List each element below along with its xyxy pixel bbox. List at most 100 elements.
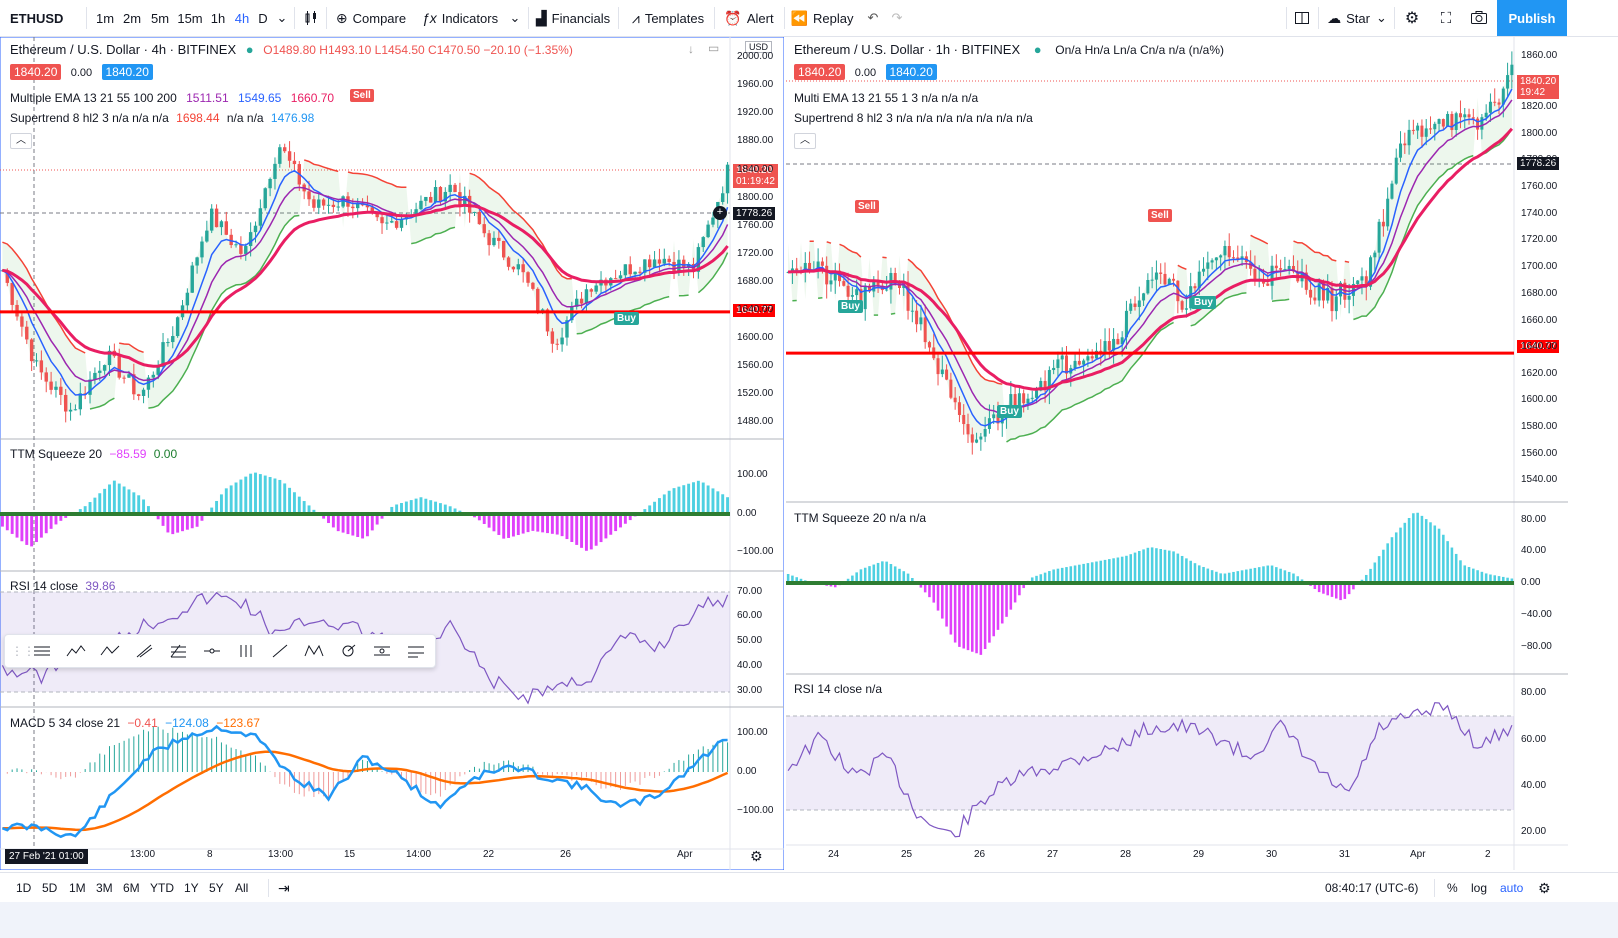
range-3m[interactable]: 3M bbox=[96, 881, 113, 895]
interval-1h[interactable]: 1h bbox=[210, 10, 226, 26]
candle-body bbox=[1150, 279, 1154, 281]
candle-body bbox=[560, 337, 564, 345]
bottom-panel-strip bbox=[0, 902, 1618, 938]
left-bid-badge[interactable]: 1840.20 bbox=[10, 64, 62, 80]
collapse-legend-chevron-icon[interactable]: ︿ bbox=[10, 133, 32, 149]
abc-pattern-icon[interactable] bbox=[93, 636, 127, 666]
horizontal-ray-icon[interactable] bbox=[195, 636, 229, 666]
supertrend-line bbox=[1190, 292, 1247, 327]
fib-retracement-icon[interactable] bbox=[161, 636, 195, 666]
candle-body bbox=[428, 196, 433, 203]
horizontal-lines-icon[interactable] bbox=[25, 636, 59, 666]
interval-15m[interactable]: 15m bbox=[177, 10, 203, 26]
ema-slow-line bbox=[2, 203, 729, 368]
candle-body bbox=[842, 281, 846, 286]
compare-button[interactable]: ⊕ Compare bbox=[330, 0, 412, 36]
auto-toggle[interactable]: auto bbox=[1500, 881, 1524, 895]
fullscreen-icon[interactable]: ⛶ bbox=[1440, 9, 1452, 27]
divider bbox=[714, 7, 715, 29]
fib-spiral-icon[interactable] bbox=[331, 636, 365, 666]
range-all[interactable]: All bbox=[235, 881, 249, 895]
interval-2m[interactable]: 2m bbox=[122, 10, 142, 26]
percent-toggle[interactable]: % bbox=[1447, 881, 1458, 895]
gear-icon[interactable]: ⚙ bbox=[1404, 10, 1420, 27]
interval-4h[interactable]: 4h bbox=[234, 10, 250, 26]
candle-body bbox=[1107, 341, 1111, 351]
clock-timezone[interactable]: 08:40:17 (UTC-6) bbox=[1325, 881, 1419, 895]
range-6m[interactable]: 6M bbox=[123, 881, 140, 895]
candle-body bbox=[1270, 265, 1274, 286]
vertical-lines-icon[interactable] bbox=[229, 636, 263, 666]
price-range-icon[interactable] bbox=[365, 636, 399, 666]
indicators-dropdown-chevron-icon[interactable]: ⌄ bbox=[509, 10, 521, 25]
add-plus-icon[interactable]: + bbox=[713, 206, 727, 220]
candle-body bbox=[975, 439, 979, 443]
indicators-button[interactable]: ƒx Indicators bbox=[418, 0, 502, 36]
financials-button[interactable]: ▟ Financials bbox=[532, 0, 614, 36]
maximize-pane-icon[interactable]: ▭ bbox=[708, 41, 720, 55]
interval-1m[interactable]: 1m bbox=[95, 10, 115, 26]
left-ema-value-1: 1511.51 bbox=[186, 91, 229, 105]
drag-handle-icon[interactable]: ⋮⋮ bbox=[11, 644, 35, 658]
candle-body bbox=[25, 326, 29, 340]
range-1y[interactable]: 1Y bbox=[184, 881, 199, 895]
redo-icon[interactable]: ↷ bbox=[891, 10, 903, 25]
right-bid-badge[interactable]: 1840.20 bbox=[794, 64, 846, 80]
right-hline-price-tag: 1640.77 bbox=[1517, 340, 1560, 353]
candle-body bbox=[161, 342, 165, 367]
publish-button[interactable]: Publish bbox=[1497, 0, 1567, 36]
axis-tick-label: 1840.00 bbox=[737, 164, 774, 175]
right-chart-pane[interactable]: Ethereum / U.S. Dollar · 1h · BITFINEX ●… bbox=[786, 37, 1568, 870]
divider bbox=[326, 7, 327, 29]
range-5d[interactable]: 5D bbox=[42, 881, 58, 895]
collapse-legend-chevron-icon[interactable]: ︿ bbox=[794, 133, 816, 149]
interval-5m[interactable]: 5m bbox=[150, 10, 170, 26]
candle-body bbox=[1317, 283, 1321, 301]
candle-body bbox=[1501, 88, 1505, 105]
right-ask-badge[interactable]: 1840.20 bbox=[885, 64, 937, 80]
left-bar-countdown: 01:19:42 bbox=[736, 176, 775, 187]
candle-body bbox=[545, 309, 550, 332]
alert-button[interactable]: ⏰ Alert bbox=[718, 0, 780, 36]
left-currency-label[interactable]: USD bbox=[745, 41, 773, 53]
range-1m[interactable]: 1M bbox=[69, 881, 86, 895]
bottom-toolbar: 1D 5D 1M 3M 6M YTD 1Y 5Y All ⇥ 08:40:17 … bbox=[0, 872, 1618, 902]
range-5y[interactable]: 5Y bbox=[209, 881, 224, 895]
candle-body bbox=[526, 272, 530, 283]
chart-settings-gear-icon[interactable]: ⚙ bbox=[1538, 879, 1551, 896]
replay-button[interactable]: ⏪ Replay bbox=[788, 0, 856, 36]
elliott-wave-icon[interactable] bbox=[59, 636, 93, 666]
candle-body bbox=[54, 386, 58, 390]
axis-tick-label: 1560.00 bbox=[1521, 448, 1558, 459]
range-1d[interactable]: 1D bbox=[16, 881, 32, 895]
templates-button[interactable]: ⩘ Templates bbox=[624, 0, 712, 36]
candle-body bbox=[151, 374, 156, 378]
candle-body bbox=[355, 203, 360, 209]
trend-line-icon[interactable] bbox=[263, 636, 297, 666]
left-chart-pane[interactable]: Ethereum / U.S. Dollar · 4h · BITFINEX ●… bbox=[0, 37, 784, 870]
xabcd-pattern-icon[interactable] bbox=[297, 636, 331, 666]
chart-settings-gear-icon[interactable]: ⚙ bbox=[750, 848, 763, 864]
parallel-channel-icon[interactable] bbox=[399, 636, 433, 666]
layout-icon[interactable] bbox=[1288, 0, 1316, 36]
pitchfork-icon[interactable] bbox=[127, 636, 161, 666]
goto-date-icon[interactable]: ⇥ bbox=[278, 879, 290, 896]
star-button[interactable]: ☁ Star ⌄ bbox=[1322, 0, 1392, 36]
candle-body bbox=[1086, 356, 1090, 361]
candle-style-icon[interactable] bbox=[298, 0, 324, 36]
candle-body bbox=[34, 360, 39, 362]
left-ask-badge[interactable]: 1840.20 bbox=[101, 64, 153, 80]
scroll-down-arrow-icon[interactable]: ↓ bbox=[688, 42, 694, 56]
candle-body bbox=[957, 402, 961, 415]
axis-tick-label: 40.00 bbox=[1521, 545, 1547, 556]
log-toggle[interactable]: log bbox=[1471, 881, 1488, 895]
symbol-search-button[interactable]: ETHUSD bbox=[10, 10, 64, 26]
interval-dropdown-chevron-icon[interactable]: ⌄ bbox=[276, 10, 288, 25]
camera-icon[interactable] bbox=[1464, 0, 1494, 36]
undo-icon[interactable]: ↶ bbox=[867, 10, 879, 25]
candle-body bbox=[127, 374, 131, 378]
range-ytd[interactable]: YTD bbox=[150, 881, 174, 895]
supertrend-line bbox=[1177, 264, 1187, 270]
interval-d[interactable]: D bbox=[258, 10, 268, 26]
right-chart-canvas[interactable] bbox=[786, 37, 1568, 870]
